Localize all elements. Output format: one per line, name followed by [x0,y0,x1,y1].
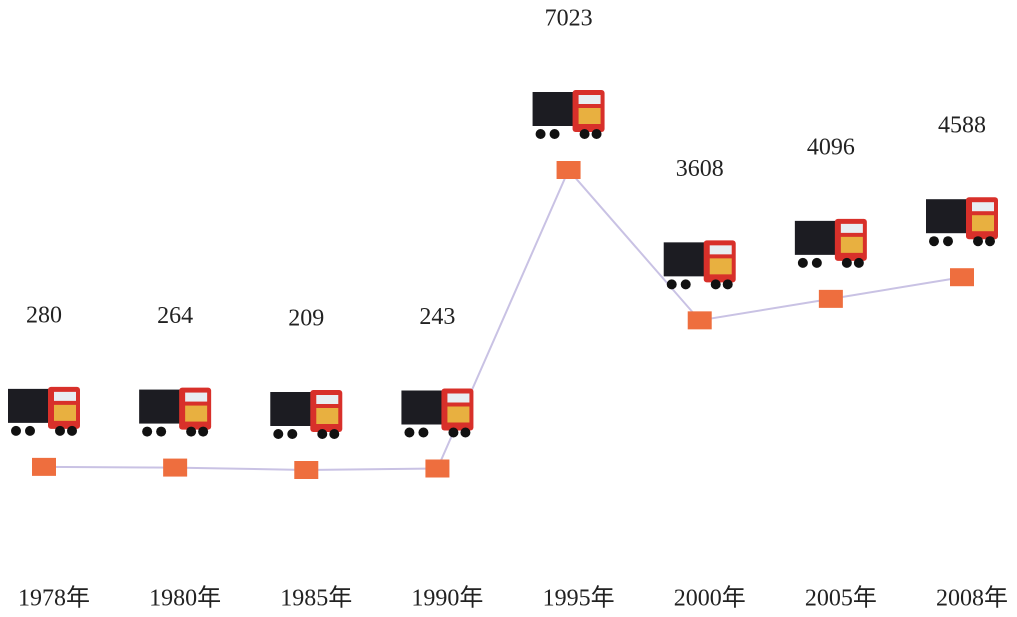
truck-window [972,202,994,212]
x-tick-label: 1980年 [149,585,221,612]
x-tick-label: 2008年 [936,585,1008,612]
truck-wheel [460,427,471,438]
truck-icon [794,218,867,268]
truck-icon [139,387,212,437]
truck-wheel [329,429,340,439]
truck-wheel [841,257,852,268]
truck-window [447,393,470,403]
truck-window [54,391,76,401]
x-tick-label: 1995年 [543,585,615,612]
data-label: 4588 [938,113,986,139]
x-tick-label: 2000年 [674,585,746,612]
truck-wheel [591,129,602,139]
truck-window [840,223,863,233]
line [43,168,963,472]
truck-wheel [985,236,995,247]
marker [687,311,712,330]
truck-wheel [186,426,197,437]
data-label: 3608 [676,156,724,182]
truck-window [316,395,339,404]
truck-wheel [853,257,864,268]
marker [163,458,188,477]
truck-wheel [943,236,953,247]
marker [818,289,843,308]
x-tick-label: 1978年 [18,585,90,612]
truck-wheel [156,426,167,437]
truck-wheel [273,429,284,439]
truck-wheel [317,429,328,439]
truck-wheel [287,429,298,439]
data-label: 7023 [545,6,593,32]
truck-wheel [404,427,415,438]
truck-grille [54,404,76,421]
truck-wheel [710,279,721,290]
truck-window [578,95,601,104]
truck-icon [401,388,474,438]
truck-wheel [535,129,546,139]
x-tick-label: 1985年 [280,585,352,612]
truck-grille [447,406,470,423]
marker [556,161,581,179]
truck-grille [185,405,208,422]
truck-grille [316,408,339,424]
truck-grille [840,236,863,253]
x-tick-label: 1990年 [411,585,483,612]
data-label: 4096 [807,134,855,160]
truck-wheel [579,129,590,139]
truck-wheel [929,236,939,247]
truck-wheel [549,129,560,139]
truck-wheel [973,236,983,247]
marker [32,457,56,476]
truck-wheel [666,279,677,290]
truck-wheel [722,279,733,290]
truck-wheel [418,427,429,438]
x-tick-label: 2005年 [805,585,877,612]
truck-window [709,245,732,255]
truck-grille [709,258,732,275]
truck-window [185,392,208,402]
marker [950,268,974,287]
data-label: 243 [419,304,455,330]
truck-wheel [11,425,21,436]
truck-grille [972,215,994,232]
truck-wheel [797,257,808,268]
data-label: 264 [157,303,193,329]
truck-grille [578,108,601,124]
truck-wheel [142,426,153,437]
truck-wheel [55,425,65,436]
truck-wheel [448,427,459,438]
truck-wheel [680,279,691,290]
truck-wheel [67,425,77,436]
truck-wheel [198,426,209,437]
data-label: 280 [26,302,62,328]
data-label: 209 [288,306,324,332]
truck-icon [663,240,736,290]
truck-icon [926,197,998,247]
truck-icon [270,390,343,439]
truck-wheel [811,257,822,268]
truck-icon [8,386,80,436]
marker [294,461,319,479]
truck-wheel [25,425,35,436]
truck-icon [532,90,605,139]
marker [425,459,450,478]
